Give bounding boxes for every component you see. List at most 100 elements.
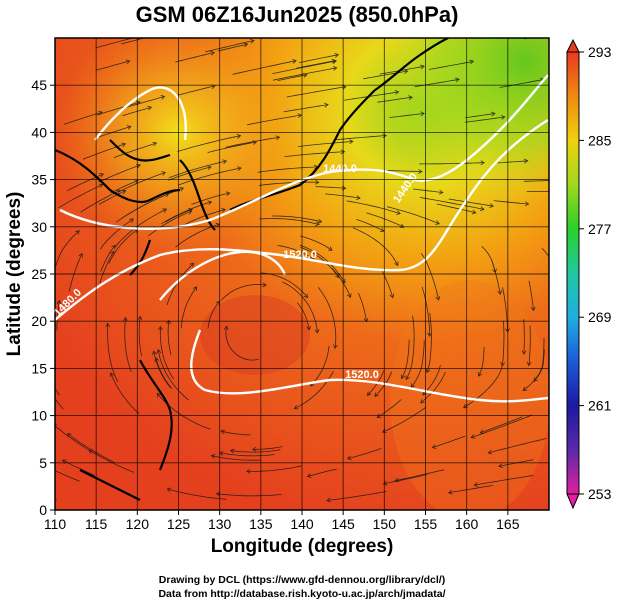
x-tick-label: 160 <box>455 516 479 532</box>
streamline-arrowhead <box>88 449 94 454</box>
coastline-taiwan <box>129 239 152 276</box>
streamline <box>497 160 528 164</box>
streamline-arrowhead <box>210 50 215 56</box>
streamline-arrowhead <box>408 95 413 101</box>
streamline-arrowhead <box>98 183 104 189</box>
x-axis-label: Longitude (degrees) <box>211 536 394 557</box>
contour-line-1520-south <box>190 329 549 403</box>
x-tick-label: 155 <box>414 516 438 532</box>
streamline <box>419 162 485 165</box>
streamline <box>356 219 385 232</box>
streamline-arrowhead <box>78 252 83 258</box>
streamline-arrowhead <box>477 372 483 377</box>
streamline-arrowhead <box>585 176 589 180</box>
streamline <box>96 101 141 116</box>
streamline <box>246 465 302 472</box>
streamline <box>207 301 220 329</box>
coastline-korea <box>179 159 216 231</box>
streamline-arrowhead <box>166 487 172 493</box>
x-tick-label: 125 <box>167 516 191 532</box>
streamline <box>113 142 157 159</box>
streamline <box>67 433 115 463</box>
streamline-arrowhead <box>207 200 213 206</box>
streamline-arrowhead <box>99 173 104 178</box>
streamline <box>481 246 496 273</box>
streamline-arrowhead <box>327 246 333 251</box>
streamline-arrowhead <box>251 446 257 452</box>
streamline-arrowhead <box>326 497 331 503</box>
streamline <box>216 493 282 497</box>
streamline <box>533 348 545 382</box>
streamline-arrowhead <box>98 110 103 116</box>
streamline <box>298 141 353 147</box>
streamline-arrowhead <box>470 434 476 439</box>
streamline <box>157 349 189 401</box>
streamline <box>419 197 484 210</box>
chart-title: GSM 06Z16Jun2025 (850.0hPa) <box>136 2 459 27</box>
streamline-arrowhead <box>306 473 312 478</box>
streamline-arrowhead <box>332 59 337 64</box>
streamline <box>272 67 337 81</box>
streamline <box>277 245 315 261</box>
streamline-arrowhead <box>526 361 532 367</box>
streamline <box>502 287 508 332</box>
streamline <box>97 126 131 138</box>
streamline-arrowhead <box>222 159 228 165</box>
x-tick-label: 145 <box>331 516 355 532</box>
streamline-arrowhead <box>21 454 25 458</box>
streamline-arrowhead <box>455 77 460 83</box>
streamline-arrowhead <box>469 59 475 65</box>
streamline-arrowhead <box>109 372 115 378</box>
streamline-arrowhead <box>154 357 160 362</box>
streamline-arrowhead <box>497 290 503 295</box>
streamline-arrowhead <box>324 102 329 108</box>
streamline <box>99 218 134 250</box>
coastline-hokkaido <box>374 38 449 91</box>
streamline <box>474 475 534 486</box>
streamline <box>176 85 216 96</box>
streamline <box>221 430 251 436</box>
streamline-arrowhead <box>75 230 80 235</box>
streamline <box>346 200 401 214</box>
streamline-arrowhead <box>133 179 139 184</box>
y-tick-label: 25 <box>31 266 47 282</box>
contour-line-1480 <box>159 250 287 301</box>
streamline <box>294 370 334 409</box>
streamline <box>119 172 166 192</box>
streamline <box>326 491 387 501</box>
streamline <box>110 180 139 194</box>
streamline-arrowhead <box>418 169 423 174</box>
x-tick-label: 150 <box>373 516 397 532</box>
streamline-arrowhead <box>439 189 444 195</box>
streamline <box>376 399 402 418</box>
streamline <box>383 474 428 485</box>
streamline-arrowhead <box>229 448 235 454</box>
streamline-arrowhead <box>356 195 361 201</box>
streamline-arrowhead <box>522 386 528 392</box>
streamline-arrowhead <box>374 392 379 397</box>
streamline <box>347 448 382 460</box>
streamline <box>299 244 346 284</box>
streamline <box>125 96 165 108</box>
streamline-arrowhead <box>237 166 242 171</box>
contour-line-1520 <box>55 118 549 321</box>
streamline <box>284 151 345 157</box>
streamline-arrowhead <box>349 139 354 145</box>
y-tick-label: 5 <box>39 455 47 471</box>
streamline <box>225 136 280 148</box>
x-tick-label: 135 <box>249 516 273 532</box>
streamline <box>55 498 57 501</box>
streamline <box>448 198 494 207</box>
streamline <box>478 346 485 377</box>
streamline-arrowhead <box>530 306 536 312</box>
streamline <box>220 284 267 301</box>
streamline-arrowhead <box>215 491 221 497</box>
wind-streamlines <box>21 38 589 503</box>
x-tick-label: 140 <box>290 516 314 532</box>
streamline <box>465 113 496 118</box>
streamline-arrowhead <box>110 250 115 256</box>
credit-drawing: Drawing by DCL (https://www.gfd-dennou.o… <box>159 574 445 586</box>
streamline <box>159 326 174 380</box>
streamline <box>523 180 549 182</box>
streamline-arrowhead <box>521 350 527 355</box>
